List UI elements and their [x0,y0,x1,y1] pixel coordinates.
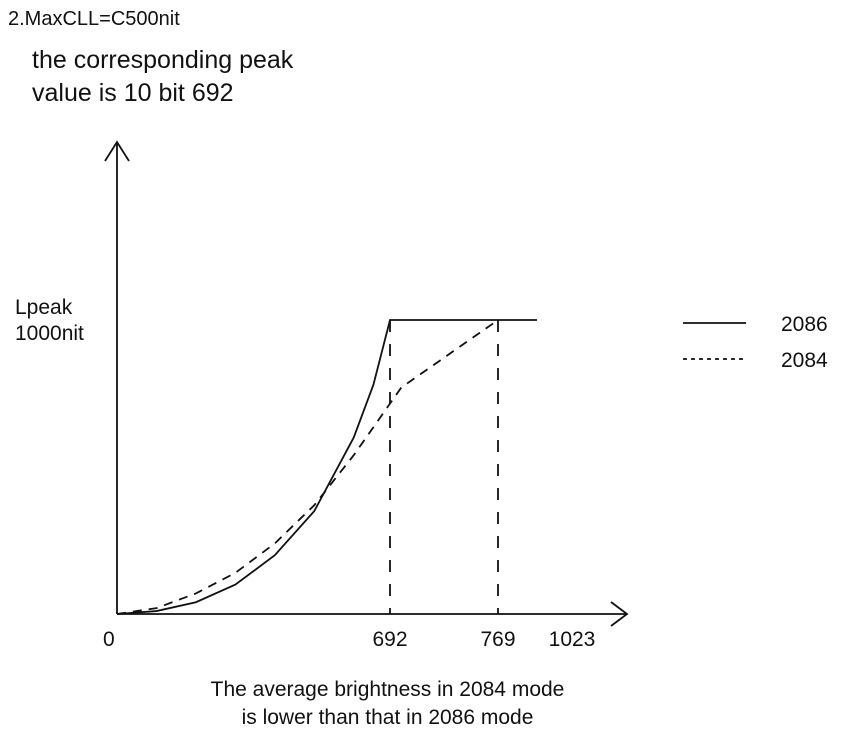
chart-legend: 2086 2084 [683,313,828,372]
x-axis-arrowhead [610,601,629,627]
x-tick-label-0: 0 [103,628,115,651]
page-heading: 2.MaxCLL=C500nit [8,8,180,30]
y-axis-label-line-1: Lpeak [15,296,73,319]
caption-line-2: is lower than that in 2086 mode [241,706,534,729]
note-line-2: value is 10 bit 692 [32,79,234,107]
x-tick-label-692: 692 [372,628,407,651]
chart-axes [104,140,629,627]
legend-label-2086: 2086 [781,313,828,336]
legend-label-2084: 2084 [781,349,828,372]
chart-series [116,319,537,615]
note-line-1: the corresponding peak [32,46,294,74]
y-axis-label-line-2: 1000nit [15,322,84,345]
series-line-2086 [116,319,537,615]
x-tick-labels: 0 692 769 1023 [103,628,595,651]
x-tick-label-769: 769 [480,628,515,651]
x-tick-label-1023: 1023 [549,628,596,651]
knee-guides [389,320,499,614]
caption-line-1: The average brightness in 2084 mode [210,678,565,701]
y-axis-arrowhead [104,140,130,162]
series-line-2084 [116,319,499,615]
